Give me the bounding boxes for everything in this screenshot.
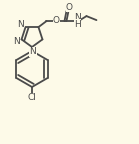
Text: O: O bbox=[66, 3, 73, 12]
Text: H: H bbox=[74, 20, 81, 29]
Text: N: N bbox=[17, 20, 24, 29]
Text: N: N bbox=[74, 13, 81, 22]
Text: N: N bbox=[30, 48, 36, 56]
Text: Cl: Cl bbox=[28, 93, 36, 103]
Text: O: O bbox=[53, 16, 60, 25]
Text: N: N bbox=[13, 37, 20, 46]
